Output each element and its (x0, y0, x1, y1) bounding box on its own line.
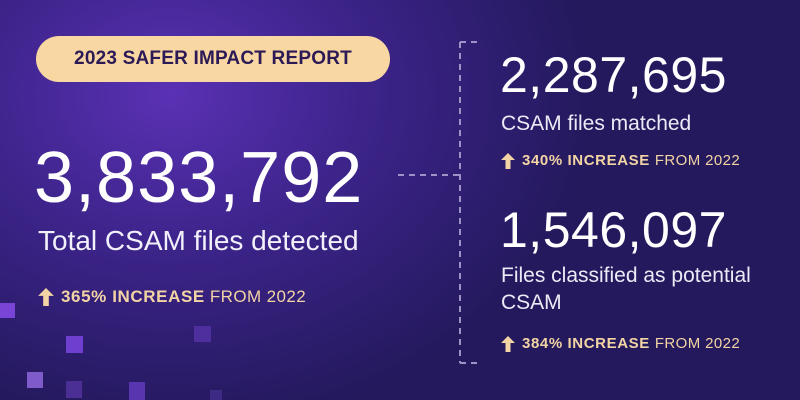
decor-pixel (66, 336, 83, 353)
total-files-detected-value: 3,833,792 (34, 138, 364, 218)
bracket-connector (398, 41, 478, 364)
arrow-up-icon (501, 152, 515, 169)
files-classified-increase-suffix: FROM 2022 (654, 335, 741, 352)
decor-pixel (27, 372, 43, 388)
decor-pixel (66, 381, 82, 398)
report-title: 2023 SAFER IMPACT REPORT (74, 48, 352, 69)
arrow-up-icon (38, 288, 54, 306)
decor-pixel (129, 382, 145, 400)
files-matched-increase: 340% INCREASE FROM 2022 (501, 152, 740, 169)
files-classified-increase-percent: 384% INCREASE (522, 335, 650, 352)
files-matched-label: CSAM files matched (501, 112, 692, 135)
files-matched-value: 2,287,695 (500, 47, 727, 103)
files-matched-increase-suffix: FROM 2022 (654, 152, 741, 169)
total-files-increase-percent: 365% INCREASE (61, 287, 205, 306)
files-matched-increase-percent: 340% INCREASE (522, 152, 650, 169)
files-classified-increase: 384% INCREASE FROM 2022 (501, 335, 740, 352)
decor-pixel (0, 303, 15, 318)
total-files-increase-suffix: FROM 2022 (209, 287, 307, 306)
arrow-up-icon (501, 335, 515, 352)
total-files-increase: 365% INCREASE FROM 2022 (38, 287, 306, 307)
files-classified-label: Files classified as potential CSAM (501, 264, 751, 314)
decor-pixel (194, 326, 211, 342)
report-title-badge: 2023 SAFER IMPACT REPORT (36, 36, 390, 82)
files-classified-value: 1,546,097 (500, 202, 727, 258)
total-files-detected-label: Total CSAM files detected (38, 225, 359, 256)
decor-pixel (210, 390, 222, 400)
